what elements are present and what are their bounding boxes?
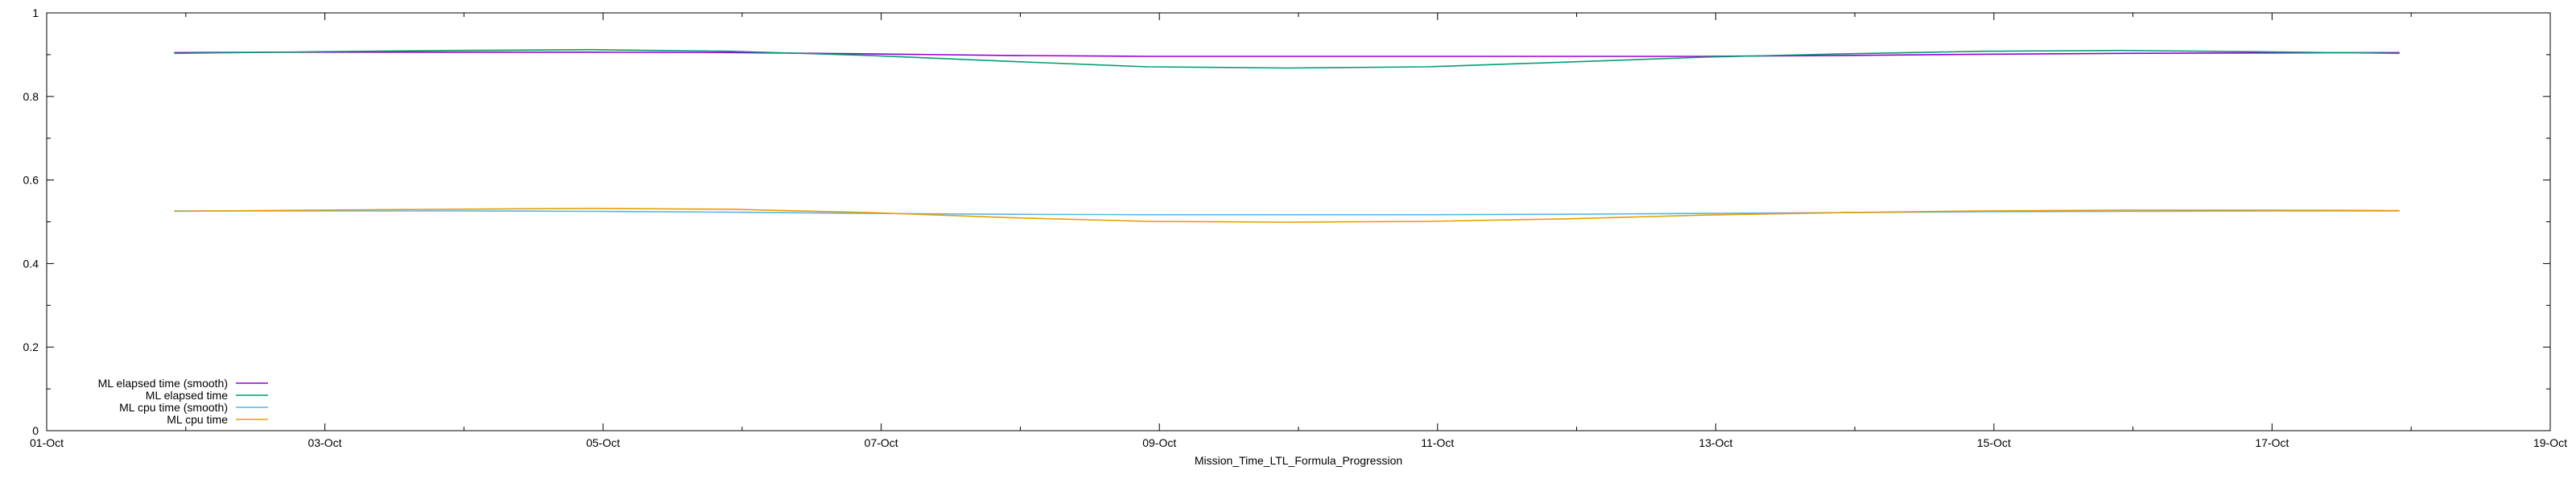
x-tick-label: 11-Oct xyxy=(1421,436,1454,449)
legend-label: ML elapsed time (smooth) xyxy=(98,377,228,390)
x-tick-labels: 01-Oct 03-Oct 05-Oct 07-Oct 09-Oct 11-Oct 13-O… xyxy=(30,436,2567,449)
y-tick-label: 0.6 xyxy=(23,174,39,187)
x-tick-label: 19-Oct xyxy=(2533,436,2567,449)
y-tick-label: 1 xyxy=(32,6,39,19)
x-tick-label: 01-Oct xyxy=(30,436,64,449)
series-line-2 xyxy=(174,48,2400,69)
series-lines xyxy=(174,48,2400,223)
y-tick-label: 0.2 xyxy=(23,341,39,353)
x-tick-label: 09-Oct xyxy=(1142,436,1176,449)
series-line-1 xyxy=(174,52,2400,57)
x-tick-label: 07-Oct xyxy=(865,436,898,449)
axis-ticks xyxy=(46,12,2551,431)
x-axis-label: Mission_Time_LTL_Formula_Progression xyxy=(1195,454,1402,467)
legend-label: ML elapsed time xyxy=(146,389,228,402)
x-tick-label: 05-Oct xyxy=(586,436,620,449)
y-tick-label: 0.4 xyxy=(23,257,39,270)
x-tick-label: 15-Oct xyxy=(1977,436,2011,449)
series-line-4 xyxy=(174,208,2400,223)
legend-label: ML cpu time xyxy=(167,413,228,426)
legend: ML elapsed time (smooth)ML elapsed timeM… xyxy=(98,377,268,426)
series-line-3 xyxy=(174,210,2400,216)
y-tick-labels: 0 0.2 0.4 0.6 0.8 1 xyxy=(23,6,39,437)
x-tick-label: 17-Oct xyxy=(2255,436,2289,449)
x-tick-label: 13-Oct xyxy=(1699,436,1732,449)
y-tick-label: 0.8 xyxy=(23,90,39,103)
y-tick-label: 0 xyxy=(32,424,39,437)
legend-label: ML cpu time (smooth) xyxy=(119,401,228,414)
x-tick-label: 03-Oct xyxy=(308,436,342,449)
